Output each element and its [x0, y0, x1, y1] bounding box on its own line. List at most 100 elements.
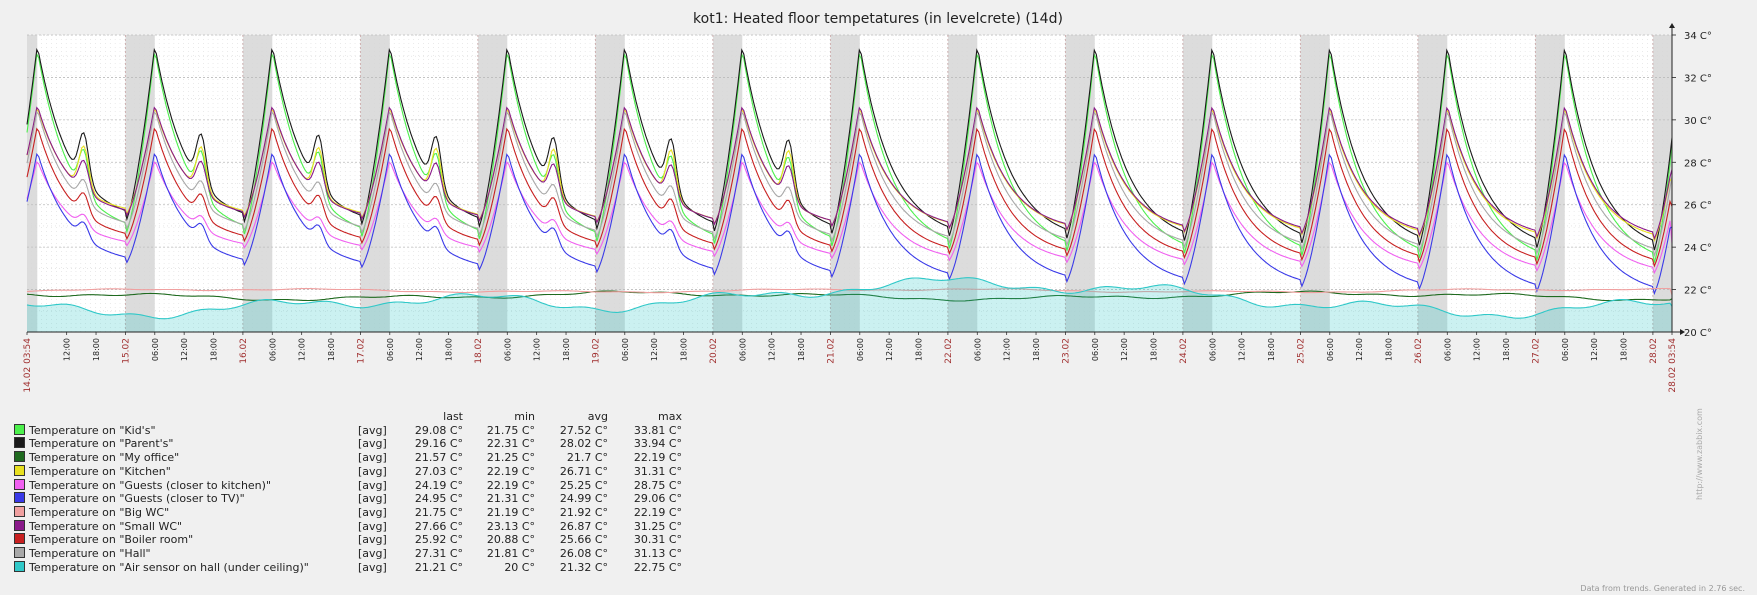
x-tick-label: 12:00 [1473, 338, 1482, 361]
legend-function: [avg] [358, 560, 387, 574]
legend-swatch [14, 478, 25, 490]
legend-row: Temperature on "Boiler room" [avg] 25.92 C… [14, 533, 682, 547]
legend-last: 21.57 C° [414, 451, 463, 465]
y-tick-label: 26 C° [1684, 201, 1712, 212]
legend: last min avg max Temperature on "Kid's" [… [14, 410, 682, 574]
x-tick-label: 06:00 [973, 338, 982, 361]
x-tick-label: 18:00 [915, 338, 924, 361]
legend-last: 27.03 C° [414, 464, 463, 478]
legend-max: 29.06 C° [633, 492, 682, 506]
legend-function: [avg] [358, 423, 387, 437]
y-tick-label: 20 C° [1684, 328, 1712, 339]
x-tick-label: 18:00 [1620, 338, 1629, 361]
x-tick-label: 18:00 [210, 338, 219, 361]
legend-function: [avg] [358, 519, 387, 533]
legend-header-avg: avg [587, 410, 608, 423]
x-tick-label: 12:00 [1590, 338, 1599, 361]
legend-last: 21.21 C° [414, 560, 463, 574]
x-tick-date-label: 19.02 [591, 338, 601, 364]
series-layer [26, 47, 1673, 332]
legend-header-last: last [443, 410, 463, 423]
y-tick-label: 30 C° [1684, 116, 1712, 127]
legend-row: Temperature on "Parent's" [avg] 29.16 C° 22… [14, 437, 682, 451]
legend-swatch [14, 451, 25, 463]
legend-last: 27.66 C° [414, 519, 463, 533]
x-tick-label: 06:00 [1326, 338, 1335, 361]
legend-series-label: Temperature on "Hall" [29, 547, 151, 561]
x-tick-label: 12:00 [1238, 338, 1247, 361]
legend-avg: 21.7 C° [566, 451, 608, 465]
x-tick-label: 12:00 [650, 338, 659, 361]
legend-avg: 26.71 C° [559, 464, 608, 478]
x-tick-date-label: 17.02 [356, 338, 366, 364]
legend-max: 22.19 C° [633, 505, 682, 519]
legend-min: 22.19 C° [486, 464, 535, 478]
legend-header-min: min [514, 410, 535, 423]
series-line [26, 277, 1673, 320]
legend-last: 24.95 C° [414, 492, 463, 506]
series-line [26, 152, 1673, 296]
footer-note: Data from trends. Generated in 2.76 sec. [1580, 584, 1745, 593]
legend-series-label: Temperature on "Small WC" [29, 519, 183, 533]
legend-avg: 28.02 C° [559, 437, 608, 451]
x-tick-date-label: 18.02 [474, 338, 484, 364]
x-tick-label: 06:00 [738, 338, 747, 361]
x-tick-label: 06:00 [1091, 338, 1100, 361]
x-tick-label: 06:00 [621, 338, 630, 361]
legend-min: 20 C° [504, 560, 535, 574]
series-line [26, 47, 1673, 251]
legend-max: 33.94 C° [633, 437, 682, 451]
x-tick-label: 06:00 [1443, 338, 1452, 361]
legend-function: [avg] [358, 478, 387, 492]
y-tick-label: 34 C° [1684, 31, 1712, 42]
legend-swatch [14, 519, 25, 531]
x-tick-label: 12:00 [180, 338, 189, 361]
x-tick-label: 18:00 [92, 338, 101, 361]
legend-series-label: Temperature on "Parent's" [29, 437, 174, 451]
x-tick-date-label: 22.02 [944, 338, 954, 364]
x-tick-date-label: 16.02 [239, 338, 249, 364]
x-tick-date-label: 14.02 03:54 [23, 338, 33, 393]
legend-swatch [14, 547, 25, 559]
legend-function: [avg] [358, 464, 387, 478]
legend-avg: 21.92 C° [559, 505, 608, 519]
legend-series-name: Temperature on "Parent's" [14, 437, 358, 451]
legend-series-label: Temperature on "Guests (closer to TV)" [29, 492, 245, 506]
legend-last: 24.19 C° [414, 478, 463, 492]
series-line [26, 287, 1673, 296]
legend-max: 31.25 C° [633, 519, 682, 533]
x-tick-label: 18:00 [562, 338, 571, 361]
chart: kot1: Heated floor tempetatures (in leve… [23, 11, 1712, 393]
legend-row: Temperature on "Guests (closer to TV)" [a… [14, 492, 682, 506]
legend-min: 22.31 C° [486, 437, 535, 451]
x-tick-label: 18:00 [680, 338, 689, 361]
x-tick-date-label: 25.02 [1296, 338, 1306, 364]
legend-swatch [14, 505, 25, 517]
legend-function: [avg] [358, 437, 387, 451]
legend-series-label: Temperature on "Air sensor on hall (unde… [29, 560, 309, 574]
axes: 34 C° 32 C° 30 C° 28 C° 26 C° 24 C° 22 C° 20 C°… [23, 23, 1712, 393]
x-tick-label: 12:00 [768, 338, 777, 361]
legend-function: [avg] [358, 547, 387, 561]
x-tick-label: 12:00 [885, 338, 894, 361]
legend-series-label: Temperature on "Kitchen" [29, 464, 171, 478]
series-area [27, 277, 1672, 332]
series-line [26, 110, 1673, 257]
legend-max: 30.31 C° [633, 533, 682, 547]
x-tick-label: 12:00 [1355, 338, 1364, 361]
x-axis-arrow-icon [1680, 329, 1685, 335]
x-tick-label: 12:00 [533, 338, 542, 361]
legend-max: 22.19 C° [633, 451, 682, 465]
legend-last: 29.08 C° [414, 423, 463, 437]
x-tick-date-label: 27.02 [1531, 338, 1541, 364]
x-tick-label: 06:00 [1561, 338, 1570, 361]
legend-max: 22.75 C° [633, 560, 682, 574]
x-tick-date-label: 28.02 [1649, 338, 1659, 364]
legend-series-label: Temperature on "Big WC" [29, 505, 170, 519]
legend-swatch [14, 464, 25, 476]
series-line [26, 161, 1673, 275]
legend-header-max: max [658, 410, 682, 423]
x-tick-date-label: 15.02 [121, 338, 131, 364]
x-tick-label: 18:00 [1032, 338, 1041, 361]
x-tick-label: 06:00 [1208, 338, 1217, 361]
